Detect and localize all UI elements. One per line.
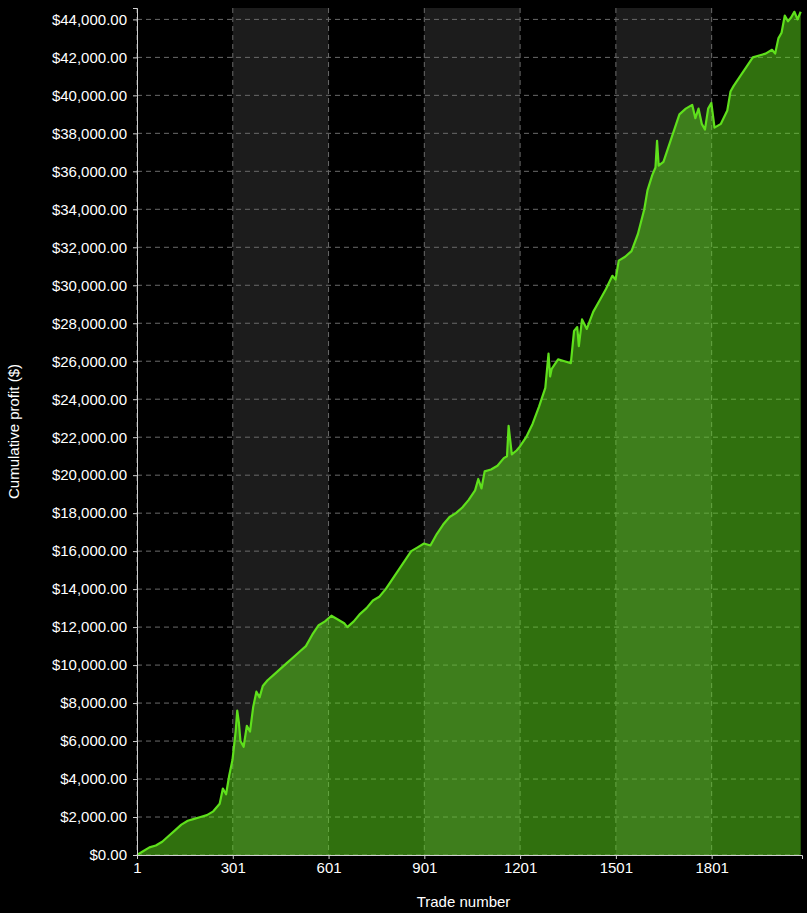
area xyxy=(137,12,801,855)
tick: $34,000.00 xyxy=(52,201,137,218)
tick-mark xyxy=(133,361,137,362)
tick-mark xyxy=(133,513,137,514)
tick: 1501 xyxy=(600,855,633,876)
x-axis-title: Trade number xyxy=(417,893,511,910)
tick: $22,000.00 xyxy=(52,428,137,445)
tick: $8,000.00 xyxy=(60,694,137,711)
tick-label: $32,000.00 xyxy=(52,239,127,256)
tick-mark xyxy=(133,247,137,248)
tick-mark xyxy=(133,437,137,438)
tick-mark xyxy=(133,285,137,286)
tick-label: $8,000.00 xyxy=(60,694,127,711)
tick-label: $18,000.00 xyxy=(52,504,127,521)
tick-label: $30,000.00 xyxy=(52,277,127,294)
tick: $40,000.00 xyxy=(52,87,137,104)
tick: $44,000.00 xyxy=(52,11,137,28)
tick-label: $12,000.00 xyxy=(52,618,127,635)
tick-label: 1201 xyxy=(504,859,537,876)
tick-label: $20,000.00 xyxy=(52,466,127,483)
tick: $2,000.00 xyxy=(60,808,137,825)
tick-mark xyxy=(133,589,137,590)
tick-mark xyxy=(133,703,137,704)
tick-mark xyxy=(133,399,137,400)
tick-mark xyxy=(133,171,137,172)
tick-label: 601 xyxy=(317,859,342,876)
tick: $0.00 xyxy=(89,846,137,863)
tick: $14,000.00 xyxy=(52,580,137,597)
tick-mark xyxy=(133,323,137,324)
background xyxy=(0,0,807,913)
tick: $12,000.00 xyxy=(52,618,137,635)
tick-label: $6,000.00 xyxy=(60,732,127,749)
grid-line xyxy=(232,8,233,855)
tick-label: $14,000.00 xyxy=(52,580,127,597)
tick-mark xyxy=(133,551,137,552)
tick-label: $44,000.00 xyxy=(52,11,127,28)
tick-label: 901 xyxy=(412,859,437,876)
tick: 1201 xyxy=(504,855,537,876)
chart: 1 301 601 901 1201 1501 1801 $0.00 $2,000.00 $4,0… xyxy=(0,0,807,913)
grid xyxy=(137,8,802,855)
tick-label: 1 xyxy=(133,859,141,876)
tick-label: $16,000.00 xyxy=(52,542,127,559)
tick-mark xyxy=(133,741,137,742)
tick: 1801 xyxy=(695,855,728,876)
tick-label: 1501 xyxy=(600,859,633,876)
grid-line xyxy=(137,95,802,96)
tick-label: $0.00 xyxy=(89,846,127,863)
tick-label: $38,000.00 xyxy=(52,125,127,142)
grid-line xyxy=(137,19,802,20)
tick: $26,000.00 xyxy=(52,353,137,370)
tick-label: $4,000.00 xyxy=(60,770,127,787)
tick-label: $36,000.00 xyxy=(52,163,127,180)
tick-label: 1801 xyxy=(695,859,728,876)
tick-mark xyxy=(133,19,137,20)
tick: $10,000.00 xyxy=(52,656,137,673)
tick: $24,000.00 xyxy=(52,391,137,408)
tick-label: $2,000.00 xyxy=(60,808,127,825)
x-axis: 1 301 601 901 1201 1501 1801 xyxy=(133,855,802,876)
tick-mark xyxy=(133,627,137,628)
tick-label: $34,000.00 xyxy=(52,201,127,218)
tick: $28,000.00 xyxy=(52,315,137,332)
tick-mark xyxy=(133,475,137,476)
tick: $32,000.00 xyxy=(52,239,137,256)
tick: $4,000.00 xyxy=(60,770,137,787)
tick: 601 xyxy=(317,855,342,876)
tick-mark xyxy=(133,133,137,134)
y-axis-title: Cumulative profit ($) xyxy=(5,364,22,499)
tick-label: $22,000.00 xyxy=(52,428,127,445)
tick: $16,000.00 xyxy=(52,542,137,559)
line xyxy=(137,12,801,855)
tick: $20,000.00 xyxy=(52,466,137,483)
tick: $36,000.00 xyxy=(52,163,137,180)
tick: 301 xyxy=(221,855,246,876)
tick-label: $10,000.00 xyxy=(52,656,127,673)
tick: $30,000.00 xyxy=(52,277,137,294)
tick: $42,000.00 xyxy=(52,49,137,66)
tick: $18,000.00 xyxy=(52,504,137,521)
plot: 1 301 601 901 1201 1501 1801 $0.00 $2,000.00 $4,0… xyxy=(52,8,803,876)
axis-line xyxy=(133,9,138,856)
tick-mark xyxy=(133,779,137,780)
marks xyxy=(137,12,801,855)
tick-mark xyxy=(133,855,137,856)
tick: $38,000.00 xyxy=(52,125,137,142)
tick: $6,000.00 xyxy=(60,732,137,749)
tick-mark xyxy=(133,57,137,58)
tick-label: $24,000.00 xyxy=(52,391,127,408)
y-axis: $0.00 $2,000.00 $4,000.00 $6,000.00 $8,000.0… xyxy=(52,9,138,864)
grid-line xyxy=(137,57,802,58)
tick-label: $40,000.00 xyxy=(52,87,127,104)
tick: 1 xyxy=(133,855,141,876)
tick-label: $26,000.00 xyxy=(52,353,127,370)
tick-label: $28,000.00 xyxy=(52,315,127,332)
tick-label: 301 xyxy=(221,859,246,876)
tick-label: $42,000.00 xyxy=(52,49,127,66)
tick-mark xyxy=(133,209,137,210)
tick-mark xyxy=(133,817,137,818)
tick-mark xyxy=(133,95,137,96)
tick: 901 xyxy=(412,855,437,876)
tick-mark xyxy=(133,665,137,666)
